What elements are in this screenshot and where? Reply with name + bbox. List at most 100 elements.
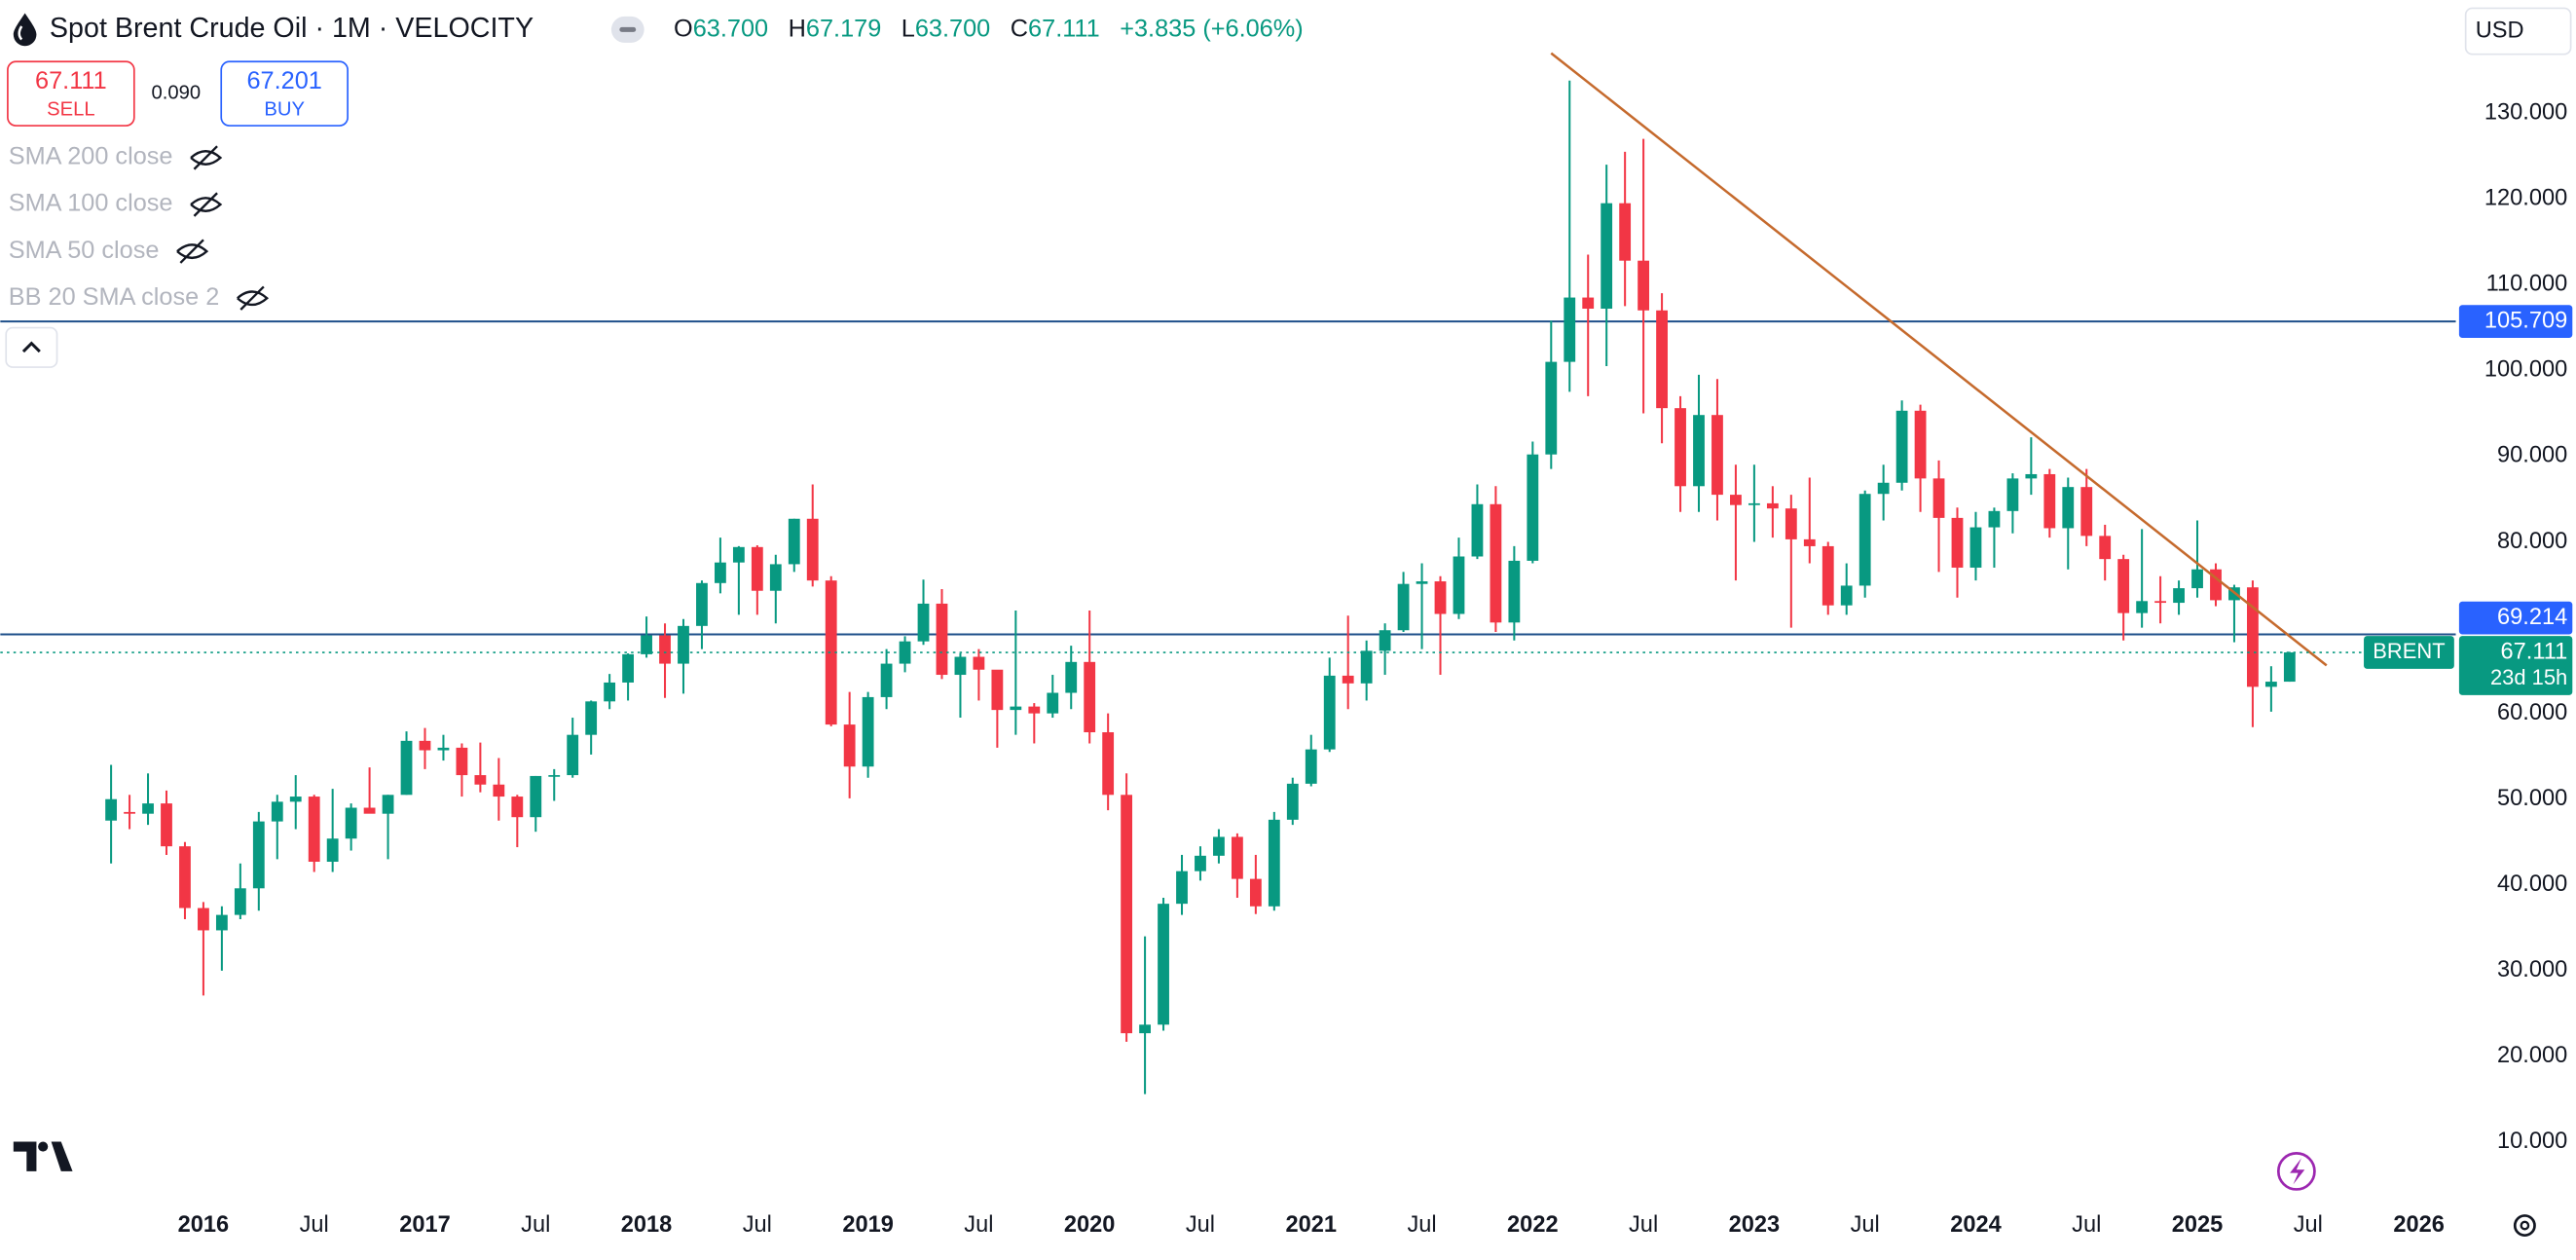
spread: 0.090 [152,83,202,104]
candle-body [530,775,542,818]
candle-body [419,740,431,751]
candle-body [1674,408,1686,487]
logo-t [13,1141,37,1171]
candle-body [1268,819,1280,907]
candle-body [917,603,930,642]
candle-body [437,747,450,751]
candle-body [105,798,118,821]
candle-body [715,562,726,583]
candle-body [2247,587,2259,687]
currency-label: USD [2476,18,2524,43]
x-tick-label: Jul [1629,1212,1658,1238]
candle-body [1323,675,1336,750]
candle-body [880,663,893,697]
currency-button[interactable] [2464,7,2572,56]
candle-body [862,696,874,767]
trend-line [1550,52,2328,667]
candle-body [1785,508,1797,539]
candle-body [511,797,524,818]
candle-body [751,546,763,591]
candle-body [2006,478,2019,511]
candle-body [899,641,911,664]
plot-area: 10.00020.00030.00040.00050.00060.00070.0… [0,52,2567,1238]
symbol-title[interactable]: Spot Brent Crude Oil · 1M · VELOCITY [50,13,534,44]
candle-body [1213,836,1225,856]
hidden-eye-icon[interactable] [190,192,223,217]
hidden-eye-icon[interactable] [176,239,209,264]
tv-logo [13,1141,73,1171]
candle-body [1471,503,1484,557]
last-price-tag [2458,636,2573,695]
candle-body [1342,675,1354,684]
candle-body [1360,650,1373,684]
buy-button[interactable] [220,60,349,127]
candle-body [585,701,598,735]
candle-body [1656,310,1668,409]
x-tick-label: 2021 [1285,1212,1337,1238]
candle-body [548,775,561,777]
indicator-name[interactable]: SMA 50 close [9,237,160,264]
candle-body [1158,904,1169,1025]
candle-body [1932,478,1945,518]
candle-body [1416,581,1428,584]
candle-body [474,775,487,785]
candle-body [215,914,228,931]
candle-body [1748,502,1760,505]
lightning-button[interactable] [2276,1151,2316,1191]
candle-body [622,653,634,683]
candle-body [345,807,357,839]
candle-body [1858,494,1871,586]
x-tick-label: 2025 [2172,1212,2224,1238]
change-value: +3.835 (+6.06%) [1120,15,1303,42]
ohlc-readout: O63.700 H67.179 L63.700 C67.111 +3.835 (… [674,15,1304,42]
high-label: H [789,15,806,42]
candle-body [2210,569,2222,601]
y-tick-label: 120.000 [2484,186,2567,211]
y-tick-label: 50.000 [2497,786,2567,811]
hline-price-tag [2458,305,2573,339]
candle-body [179,846,191,908]
candle-body [363,807,376,814]
bar-countdown: 23d 15h [2490,665,2567,689]
candle-body [124,811,135,814]
candle-body [382,795,394,814]
candle-body [659,635,671,664]
candle-body [1121,795,1133,1034]
candle-body [1895,410,1908,483]
x-tick-label: Jul [1851,1212,1880,1238]
candle-body [1877,482,1890,495]
x-tick-label: Jul [2294,1212,2323,1238]
hline-price-label: 69.214 [2497,605,2567,630]
candle-body [1601,203,1613,310]
candle-body [252,821,265,889]
close-value: 67.111 [1028,15,1100,42]
indicator-name[interactable]: BB 20 SMA close 2 [9,283,220,311]
sell-button[interactable] [7,60,135,127]
x-tick-label: 2018 [621,1212,673,1238]
candle-body [825,580,837,725]
hidden-eye-icon[interactable] [190,145,223,170]
candle-body [2173,588,2185,604]
candle-body [2283,652,2296,683]
settings-button[interactable] [2513,1214,2536,1238]
candle-body [1840,585,1853,606]
candle-body [991,669,1004,711]
candle-body [973,656,985,670]
indicator-name[interactable]: SMA 100 close [9,190,173,217]
hline-price-tag [2458,601,2573,635]
symbol-tag-label: BRENT [2373,639,2445,663]
x-tick-label: 2019 [842,1212,894,1238]
candle-body [456,747,468,776]
candle-body [2062,487,2075,529]
candle-body [308,797,320,862]
hidden-eye-icon[interactable] [237,285,270,311]
candle-body [1249,878,1262,907]
collapse-button[interactable] [5,326,58,368]
x-tick-label: 2022 [1507,1212,1559,1238]
candle-body [1730,495,1742,505]
candle-body [234,888,246,915]
indicator-name[interactable]: SMA 200 close [9,143,173,170]
